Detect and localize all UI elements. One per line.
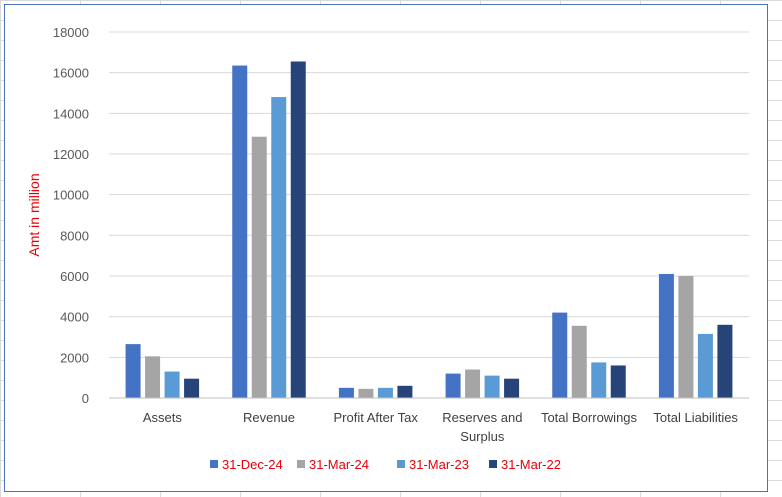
bar-31-Mar-24-5[interactable] <box>678 276 694 398</box>
y-tick-label: 0 <box>82 391 89 406</box>
y-tick-label: 14000 <box>53 106 89 121</box>
bar-31-Mar-24-2[interactable] <box>358 388 374 398</box>
bar-31-Dec-24-5[interactable] <box>658 273 674 398</box>
legend-swatch <box>397 460 405 468</box>
bar-31-Dec-24-0[interactable] <box>125 344 141 398</box>
bar-31-Dec-24-4[interactable] <box>552 312 568 398</box>
x-axis-categories: Assets Revenue Profit After Tax Reserves an… <box>143 410 739 444</box>
y-tick-label: 10000 <box>53 188 89 203</box>
chart-area[interactable]: 0 2000 4000 6000 8000 10000 12000 14000 16000 180… <box>4 4 768 492</box>
bar-31-Mar-24-4[interactable] <box>571 325 587 398</box>
bar-31-Mar-22-0[interactable] <box>184 378 200 398</box>
y-tick-label: 18000 <box>53 25 89 40</box>
bar-31-Mar-22-3[interactable] <box>504 378 520 398</box>
bar-31-Mar-23-3[interactable] <box>484 375 500 398</box>
bar-31-Mar-23-5[interactable] <box>697 333 713 398</box>
bar-31-Mar-23-1[interactable] <box>271 97 287 399</box>
y-axis-ticks: 0 2000 4000 6000 8000 10000 12000 14000 16000 180… <box>53 25 89 406</box>
y-tick-label: 2000 <box>60 350 89 365</box>
gridlines <box>109 31 749 358</box>
bar-31-Mar-23-0[interactable] <box>164 371 180 398</box>
bars <box>125 61 733 399</box>
bar-31-Mar-23-4[interactable] <box>591 362 607 398</box>
bar-chart: 0 2000 4000 6000 8000 10000 12000 14000 16000 180… <box>26 25 749 472</box>
y-tick-label: 6000 <box>60 269 89 284</box>
bar-31-Mar-24-3[interactable] <box>465 369 481 398</box>
bar-31-Mar-23-2[interactable] <box>377 387 393 398</box>
y-axis-label: Amt in million <box>26 173 42 256</box>
bar-31-Mar-22-4[interactable] <box>610 365 626 398</box>
y-tick-label: 8000 <box>60 228 89 243</box>
category-label: Total Liabilities <box>653 410 738 425</box>
category-label: Reserves and <box>442 410 522 425</box>
legend-label[interactable]: 31-Dec-24 <box>222 457 283 472</box>
bar-31-Mar-22-5[interactable] <box>717 324 733 398</box>
bar-31-Mar-24-1[interactable] <box>251 136 267 398</box>
legend-label[interactable]: 31-Mar-24 <box>309 457 369 472</box>
bar-31-Mar-24-0[interactable] <box>145 356 161 398</box>
y-tick-label: 4000 <box>60 310 89 325</box>
category-label: Revenue <box>243 410 295 425</box>
bar-31-Mar-22-1[interactable] <box>290 61 306 398</box>
legend-swatch <box>297 460 305 468</box>
category-label: Total Borrowings <box>541 410 638 425</box>
category-label: Profit After Tax <box>334 410 419 425</box>
legend[interactable]: 31-Dec-24 31-Mar-24 31-Mar-23 31-Mar-22 <box>210 457 561 472</box>
legend-label[interactable]: 31-Mar-22 <box>501 457 561 472</box>
legend-swatch <box>210 460 218 468</box>
y-tick-label: 12000 <box>53 147 89 162</box>
bar-31-Dec-24-3[interactable] <box>445 373 461 398</box>
y-tick-label: 16000 <box>53 66 89 81</box>
category-label: Assets <box>143 410 183 425</box>
bar-31-Mar-22-2[interactable] <box>397 385 413 398</box>
bar-31-Dec-24-1[interactable] <box>232 65 248 399</box>
legend-label[interactable]: 31-Mar-23 <box>409 457 469 472</box>
legend-swatch <box>489 460 497 468</box>
bar-31-Dec-24-2[interactable] <box>338 387 354 398</box>
category-label: Surplus <box>460 429 505 444</box>
